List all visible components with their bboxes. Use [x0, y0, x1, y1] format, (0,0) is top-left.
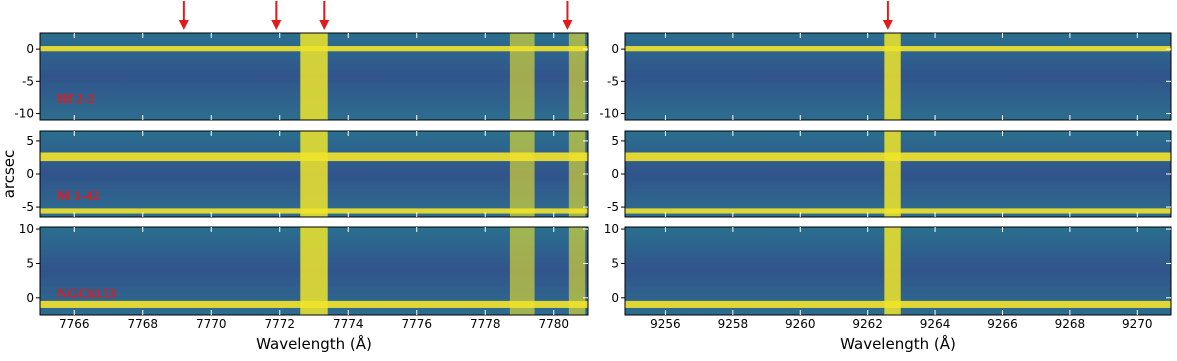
y-tick-label: 0 — [26, 167, 34, 181]
y-tick-label: -5 — [607, 74, 619, 88]
x-axis-label: Wavelength (Å) — [840, 334, 956, 353]
y-tick-label: -10 — [599, 107, 619, 121]
arrow-head — [319, 20, 330, 30]
line-band — [300, 227, 328, 315]
line-band — [300, 33, 328, 120]
x-tick-label: 9256 — [650, 317, 681, 331]
y-tick-label: -5 — [22, 74, 34, 88]
arrow-head — [562, 20, 573, 30]
y-tick-label: -5 — [607, 200, 619, 214]
line-band — [568, 33, 586, 120]
x-tick-label: 9266 — [987, 317, 1018, 331]
x-tick-label: 7774 — [333, 317, 364, 331]
y-tick-label: 10 — [19, 222, 34, 236]
y-tick-label: 0 — [26, 291, 34, 305]
line-band — [509, 227, 535, 315]
panel-frame — [624, 226, 1172, 316]
x-axis-label: Wavelength (Å) — [256, 334, 372, 353]
y-tick-label: 5 — [26, 256, 34, 270]
line-band — [300, 131, 328, 217]
x-tick-label: 9260 — [785, 317, 816, 331]
x-tick-label: 7780 — [538, 317, 569, 331]
y-tick-label: 0 — [611, 291, 619, 305]
arrow-head — [882, 20, 893, 30]
x-tick-label: 9264 — [920, 317, 951, 331]
line-band — [884, 33, 901, 120]
line-band — [509, 33, 535, 120]
x-tick-label: 7770 — [196, 317, 227, 331]
arrow-head — [178, 20, 189, 30]
object-label: Hf 2-2 — [57, 92, 95, 107]
object-label: M 1-42 — [57, 189, 99, 204]
y-tick-label: -5 — [22, 200, 34, 214]
y-axis-label: arcsec — [0, 150, 18, 199]
panel-frame — [39, 32, 589, 121]
line-band — [509, 131, 535, 217]
x-tick-label: 9258 — [718, 317, 749, 331]
line-band — [568, 131, 586, 217]
x-tick-label: 7778 — [470, 317, 501, 331]
x-tick-label: 9268 — [1055, 317, 1086, 331]
x-tick-label: 7772 — [264, 317, 295, 331]
y-tick-label: -10 — [14, 107, 34, 121]
x-tick-label: 9270 — [1122, 317, 1153, 331]
y-tick-label: 0 — [26, 42, 34, 56]
panel-frame — [624, 32, 1172, 121]
line-band — [568, 227, 586, 315]
x-tick-label: 7768 — [127, 317, 158, 331]
x-tick-label: 7776 — [401, 317, 432, 331]
y-tick-label: 10 — [604, 222, 619, 236]
line-band — [884, 131, 901, 217]
y-tick-label: 5 — [611, 134, 619, 148]
x-tick-label: 9262 — [852, 317, 883, 331]
arrow-head — [271, 20, 282, 30]
y-tick-label: 5 — [26, 134, 34, 148]
panel-frame — [39, 226, 589, 316]
object-label: NGC6153 — [57, 287, 116, 302]
y-tick-label: 0 — [611, 42, 619, 56]
line-band — [884, 227, 901, 315]
y-tick-label: 5 — [611, 256, 619, 270]
y-tick-label: 0 — [611, 167, 619, 181]
x-tick-label: 7766 — [59, 317, 90, 331]
